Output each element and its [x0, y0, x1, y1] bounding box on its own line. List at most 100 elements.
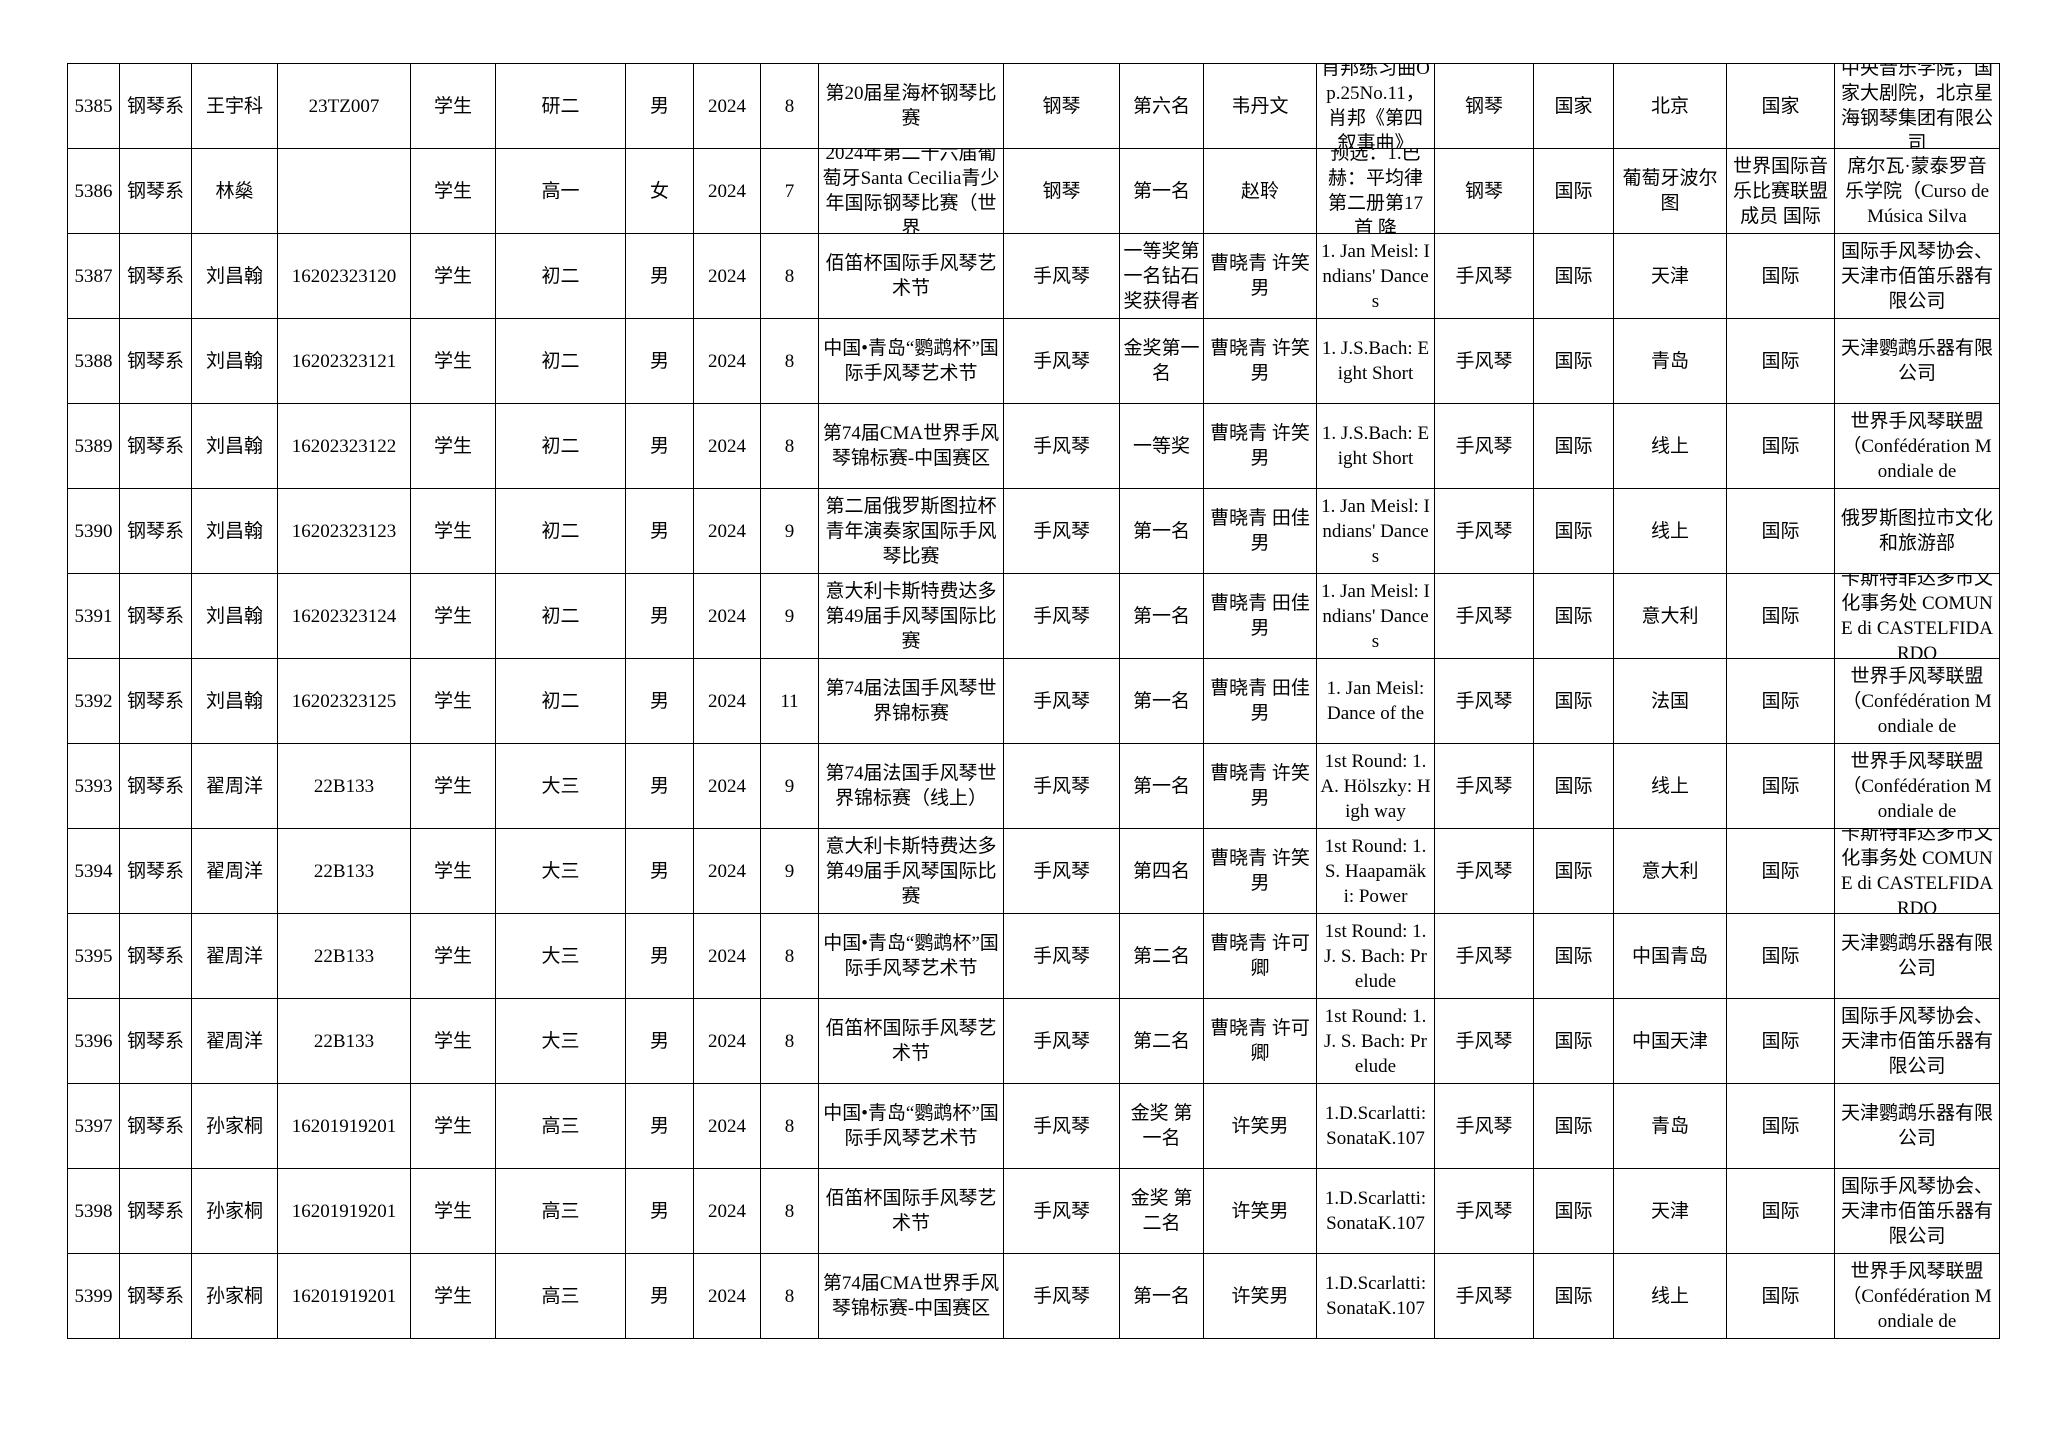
table-cell: 曹晓青 许笑男: [1203, 743, 1317, 829]
cell-text: 男: [649, 1285, 669, 1307]
cell-text: 国际手风琴协会、天津市佰笛乐器有限公司: [1840, 1005, 1993, 1077]
cell-text: 2024: [708, 690, 746, 712]
table-cell: 许笑男: [1203, 1083, 1317, 1169]
cell-text: 许笑男: [1231, 1115, 1289, 1137]
cell-text: 曹晓青 田佳男: [1210, 508, 1310, 554]
cell-text: 手风琴: [1032, 775, 1090, 797]
table-cell: 国家: [1726, 63, 1835, 149]
cell-text: 初二: [541, 520, 580, 542]
cell-text: 5385: [74, 95, 113, 117]
table-cell: 第74届CMA世界手风琴锦标赛-中国赛区: [818, 403, 1004, 489]
table-cell: 钢琴系: [119, 148, 192, 234]
cell-text: 金奖第一名: [1123, 338, 1200, 384]
cell-text: 学生: [433, 1030, 472, 1052]
table-cell: 2024: [693, 488, 761, 574]
table-cell: 国际: [1726, 1253, 1835, 1339]
cell-text: 国际: [1761, 860, 1800, 882]
cell-text: 学生: [433, 435, 472, 457]
table-cell: 世界手风琴联盟（Confédération Mondiale de: [1834, 743, 2000, 829]
table-cell: 手风琴: [1003, 743, 1120, 829]
table-cell: 9: [760, 573, 819, 659]
cell-text: 1st Round: 1. J. S. Bach: Prelude: [1324, 1005, 1427, 1077]
cell-text: 曹晓青 田佳男: [1210, 678, 1310, 724]
table-row: 5387 钢琴系 刘昌翰 16202323120 学生 初二 男 2024 8 佰笛杯国际手风琴艺…: [67, 233, 2000, 319]
cell-text: 国际: [1761, 605, 1800, 627]
cell-text: 男: [649, 690, 669, 712]
cell-text: 国家: [1554, 95, 1593, 117]
cell-text: 意大利: [1641, 605, 1699, 627]
cell-text: 葡萄牙波尔图: [1622, 168, 1718, 214]
table-cell: 意大利: [1613, 828, 1727, 914]
table-cell: 金奖第一名: [1119, 318, 1204, 404]
cell-text: 手风琴: [1455, 350, 1513, 372]
table-cell: 大三: [495, 828, 626, 914]
table-cell: 手风琴: [1434, 658, 1534, 744]
table-cell: 天津鹦鹉乐器有限公司: [1834, 913, 2000, 999]
table-cell: 钢琴系: [119, 403, 192, 489]
table-cell: 2024: [693, 913, 761, 999]
table-cell: 钢琴系: [119, 828, 192, 914]
cell-text: 22B133: [313, 775, 375, 797]
table-cell: 男: [625, 658, 694, 744]
cell-text: 国际: [1554, 180, 1593, 202]
table-cell: 国际: [1726, 658, 1835, 744]
cell-text: 第一名: [1132, 775, 1190, 797]
table-cell: 学生: [410, 318, 496, 404]
table-cell: 学生: [410, 998, 496, 1084]
cell-text: 2024: [708, 605, 746, 627]
cell-text: 世界手风琴联盟（Confédération Mondiale de: [1842, 750, 1992, 822]
cell-text: 16201919201: [291, 1285, 397, 1307]
cell-text: 初二: [541, 690, 580, 712]
table-row: 5398 钢琴系 孙家桐 16201919201 学生 高三 男 2024 8 佰笛杯国际手风琴艺…: [67, 1168, 2000, 1254]
cell-text: 16202323124: [291, 605, 397, 627]
cell-text: 国际: [1554, 350, 1593, 372]
cell-text: 5392: [74, 690, 113, 712]
cell-text: 1. Jan Meisl: Indians' Dances: [1321, 580, 1430, 652]
cell-text: 国际: [1554, 1030, 1593, 1052]
table-cell: 许笑男: [1203, 1168, 1317, 1254]
table-cell: 国际: [1533, 488, 1614, 574]
cell-text: 7: [784, 180, 795, 202]
cell-text: 8: [784, 435, 795, 457]
cell-text: 天津: [1650, 1200, 1689, 1222]
cell-text: 刘昌翰: [205, 520, 263, 542]
table-cell: 16202323125: [277, 658, 411, 744]
table-cell: 研二: [495, 63, 626, 149]
cell-text: 刘昌翰: [205, 435, 263, 457]
cell-text: 中国•青岛“鹦鹉杯”国际手风琴艺术节: [823, 338, 999, 384]
cell-text: 1. Jan Meisl: Indians' Dances: [1321, 495, 1430, 567]
table-cell: 1.D.Scarlatti: SonataK.107: [1316, 1253, 1435, 1339]
cell-text: 国际: [1554, 435, 1593, 457]
cell-text: 国际: [1554, 1200, 1593, 1222]
table-cell: 手风琴: [1003, 318, 1120, 404]
table-cell: 国际: [1726, 403, 1835, 489]
cell-text: 第一名: [1132, 1285, 1190, 1307]
cell-text: 2024: [708, 1285, 746, 1307]
table-cell: 席尔瓦·蒙泰罗音乐学院（Curso de Música Silva: [1834, 148, 2000, 234]
table-cell: 高一: [495, 148, 626, 234]
cell-text: 11: [780, 690, 799, 712]
table-cell: 国际手风琴协会、天津市佰笛乐器有限公司: [1834, 233, 2000, 319]
table-cell: 5386: [67, 148, 120, 234]
table-cell: 5392: [67, 658, 120, 744]
table-cell: 2024: [693, 318, 761, 404]
table-cell: 刘昌翰: [191, 403, 278, 489]
table-cell: 男: [625, 828, 694, 914]
cell-text: 钢琴系: [126, 1200, 184, 1222]
table-cell: 2024: [693, 148, 761, 234]
table-cell: 世界手风琴联盟（Confédération Mondiale de: [1834, 403, 2000, 489]
table-cell: 第二名: [1119, 913, 1204, 999]
cell-text: 手风琴: [1032, 1285, 1090, 1307]
table-cell: 男: [625, 63, 694, 149]
table-cell: 7: [760, 148, 819, 234]
table-cell: 刘昌翰: [191, 233, 278, 319]
table-cell: 16202323123: [277, 488, 411, 574]
table-cell: 手风琴: [1003, 1083, 1120, 1169]
cell-text: 钢琴系: [126, 1115, 184, 1137]
table-cell: 刘昌翰: [191, 573, 278, 659]
cell-text: 手风琴: [1032, 1115, 1090, 1137]
table-cell: 线上: [1613, 743, 1727, 829]
table-cell: 孙家桐: [191, 1253, 278, 1339]
cell-text: 意大利: [1641, 860, 1699, 882]
